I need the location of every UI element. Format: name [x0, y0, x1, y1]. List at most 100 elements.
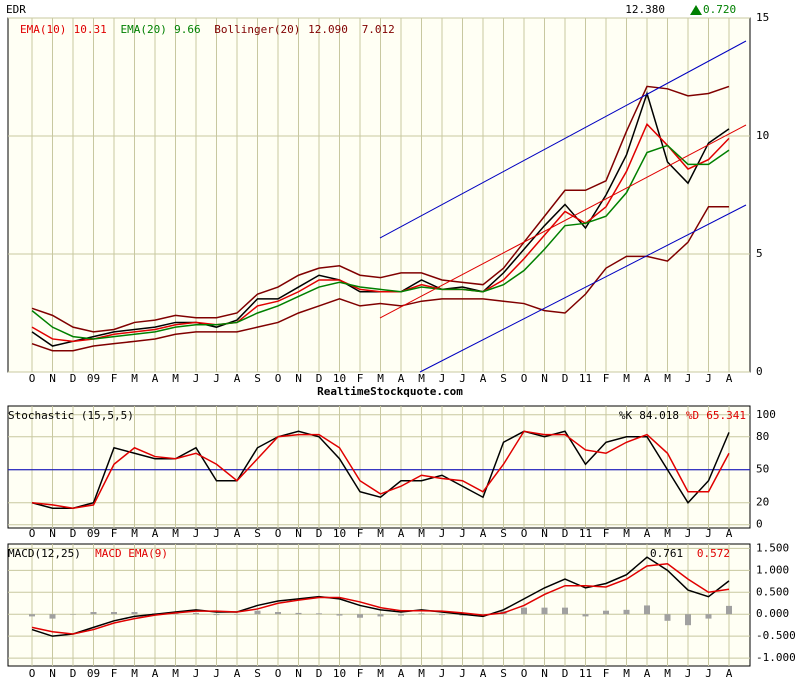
legend-name: MACD EMA(9)	[95, 547, 168, 560]
histogram-bar	[316, 613, 322, 615]
x-tick-label: M	[377, 527, 384, 540]
histogram-bar	[644, 605, 650, 615]
histogram-bar	[705, 614, 712, 619]
histogram-bar	[234, 614, 240, 615]
x-tick-label: A	[726, 527, 733, 540]
legend-value: 0.761	[650, 547, 683, 560]
x-tick-label: A	[152, 667, 159, 680]
x-tick-label: A	[234, 667, 241, 680]
source-label: RealtimeStockquote.com	[317, 385, 463, 398]
x-tick-label: J	[685, 667, 692, 680]
histogram-bar	[439, 614, 445, 616]
x-tick-label: A	[644, 372, 651, 385]
trend-channel-lower	[419, 204, 747, 373]
x-tick-label: J	[193, 667, 200, 680]
legend-value: 9.66	[174, 23, 201, 36]
x-tick-label: 10	[333, 527, 346, 540]
x-tick-label: M	[623, 527, 630, 540]
x-tick-label: F	[111, 527, 118, 540]
x-tick-label: D	[316, 527, 323, 540]
x-tick-label: A	[234, 372, 241, 385]
x-tick-label: J	[439, 527, 446, 540]
x-tick-label: M	[172, 667, 179, 680]
histogram-bar	[377, 614, 384, 617]
x-tick-label: D	[70, 527, 77, 540]
x-tick-label: J	[459, 527, 466, 540]
histogram-bar	[726, 605, 732, 615]
x-tick-label: F	[111, 667, 118, 680]
y-tick-label: 1.000	[756, 563, 789, 576]
x-tick-label: O	[521, 527, 528, 540]
x-tick-label: J	[705, 527, 712, 540]
x-tick-label: 10	[333, 667, 346, 680]
x-tick-label: J	[439, 667, 446, 680]
x-tick-label: S	[254, 372, 261, 385]
x-tick-label: S	[254, 527, 261, 540]
histogram-bar	[685, 614, 691, 626]
legend-name: %D	[686, 409, 699, 422]
x-tick-label: O	[521, 372, 528, 385]
histogram-bar	[582, 614, 589, 617]
x-tick-label: M	[172, 372, 179, 385]
histogram-bar	[521, 607, 527, 615]
y-tick-label: 10	[756, 129, 769, 142]
legend-value: 10.31	[74, 23, 107, 36]
x-tick-label: F	[357, 372, 364, 385]
x-tick-label: D	[562, 527, 569, 540]
x-tick-label: N	[541, 667, 548, 680]
histogram-bar	[193, 612, 199, 615]
histogram-bar	[357, 614, 363, 618]
x-tick-label: 11	[579, 372, 592, 385]
x-tick-label: J	[193, 527, 200, 540]
histogram-bar	[398, 614, 404, 616]
x-tick-label: S	[254, 667, 261, 680]
x-tick-label: N	[295, 667, 302, 680]
x-tick-label: 11	[579, 667, 592, 680]
x-tick-label: A	[644, 527, 651, 540]
x-tick-label: A	[480, 372, 487, 385]
y-tick-label: 80	[756, 430, 769, 443]
x-tick-label: D	[316, 372, 323, 385]
y-tick-label: 15	[756, 11, 769, 24]
x-tick-label: M	[377, 372, 384, 385]
x-tick-label: 11	[579, 527, 592, 540]
x-tick-label: A	[398, 372, 405, 385]
x-tick-label: A	[644, 667, 651, 680]
x-tick-label: N	[49, 667, 56, 680]
plot-area	[7, 543, 751, 667]
x-tick-label: N	[49, 527, 56, 540]
x-tick-label: J	[193, 372, 200, 385]
x-tick-label: M	[664, 527, 671, 540]
x-tick-label: N	[295, 527, 302, 540]
y-tick-label: 0	[756, 518, 763, 531]
y-tick-label: 20	[756, 496, 769, 509]
legend-value: 0.572	[697, 547, 730, 560]
series-line	[31, 430, 730, 509]
x-tick-label: A	[726, 667, 733, 680]
series-line	[31, 556, 730, 637]
histogram-bar	[541, 607, 548, 615]
trend-channel-upper	[379, 40, 747, 239]
x-tick-label: M	[131, 667, 138, 680]
x-tick-label: A	[480, 667, 487, 680]
x-tick-label: D	[562, 667, 569, 680]
histogram-bar	[562, 607, 568, 615]
plot-area	[7, 17, 751, 373]
trend-line	[379, 124, 747, 319]
legend-name: EMA(20)	[121, 23, 167, 36]
y-tick-label: 100	[756, 408, 776, 421]
x-tick-label: A	[234, 527, 241, 540]
x-tick-label: M	[131, 372, 138, 385]
x-tick-label: M	[418, 372, 425, 385]
histogram-bar	[254, 610, 261, 615]
x-tick-label: M	[623, 372, 630, 385]
y-tick-label: 50	[756, 463, 769, 476]
x-tick-label: D	[70, 372, 77, 385]
legend-value: 84.018	[639, 409, 679, 422]
y-tick-label: 0.500	[756, 585, 789, 598]
histogram-bar	[70, 614, 76, 615]
legend-value: 7.012	[362, 23, 395, 36]
histogram-bar	[664, 614, 671, 621]
x-tick-label: A	[726, 372, 733, 385]
